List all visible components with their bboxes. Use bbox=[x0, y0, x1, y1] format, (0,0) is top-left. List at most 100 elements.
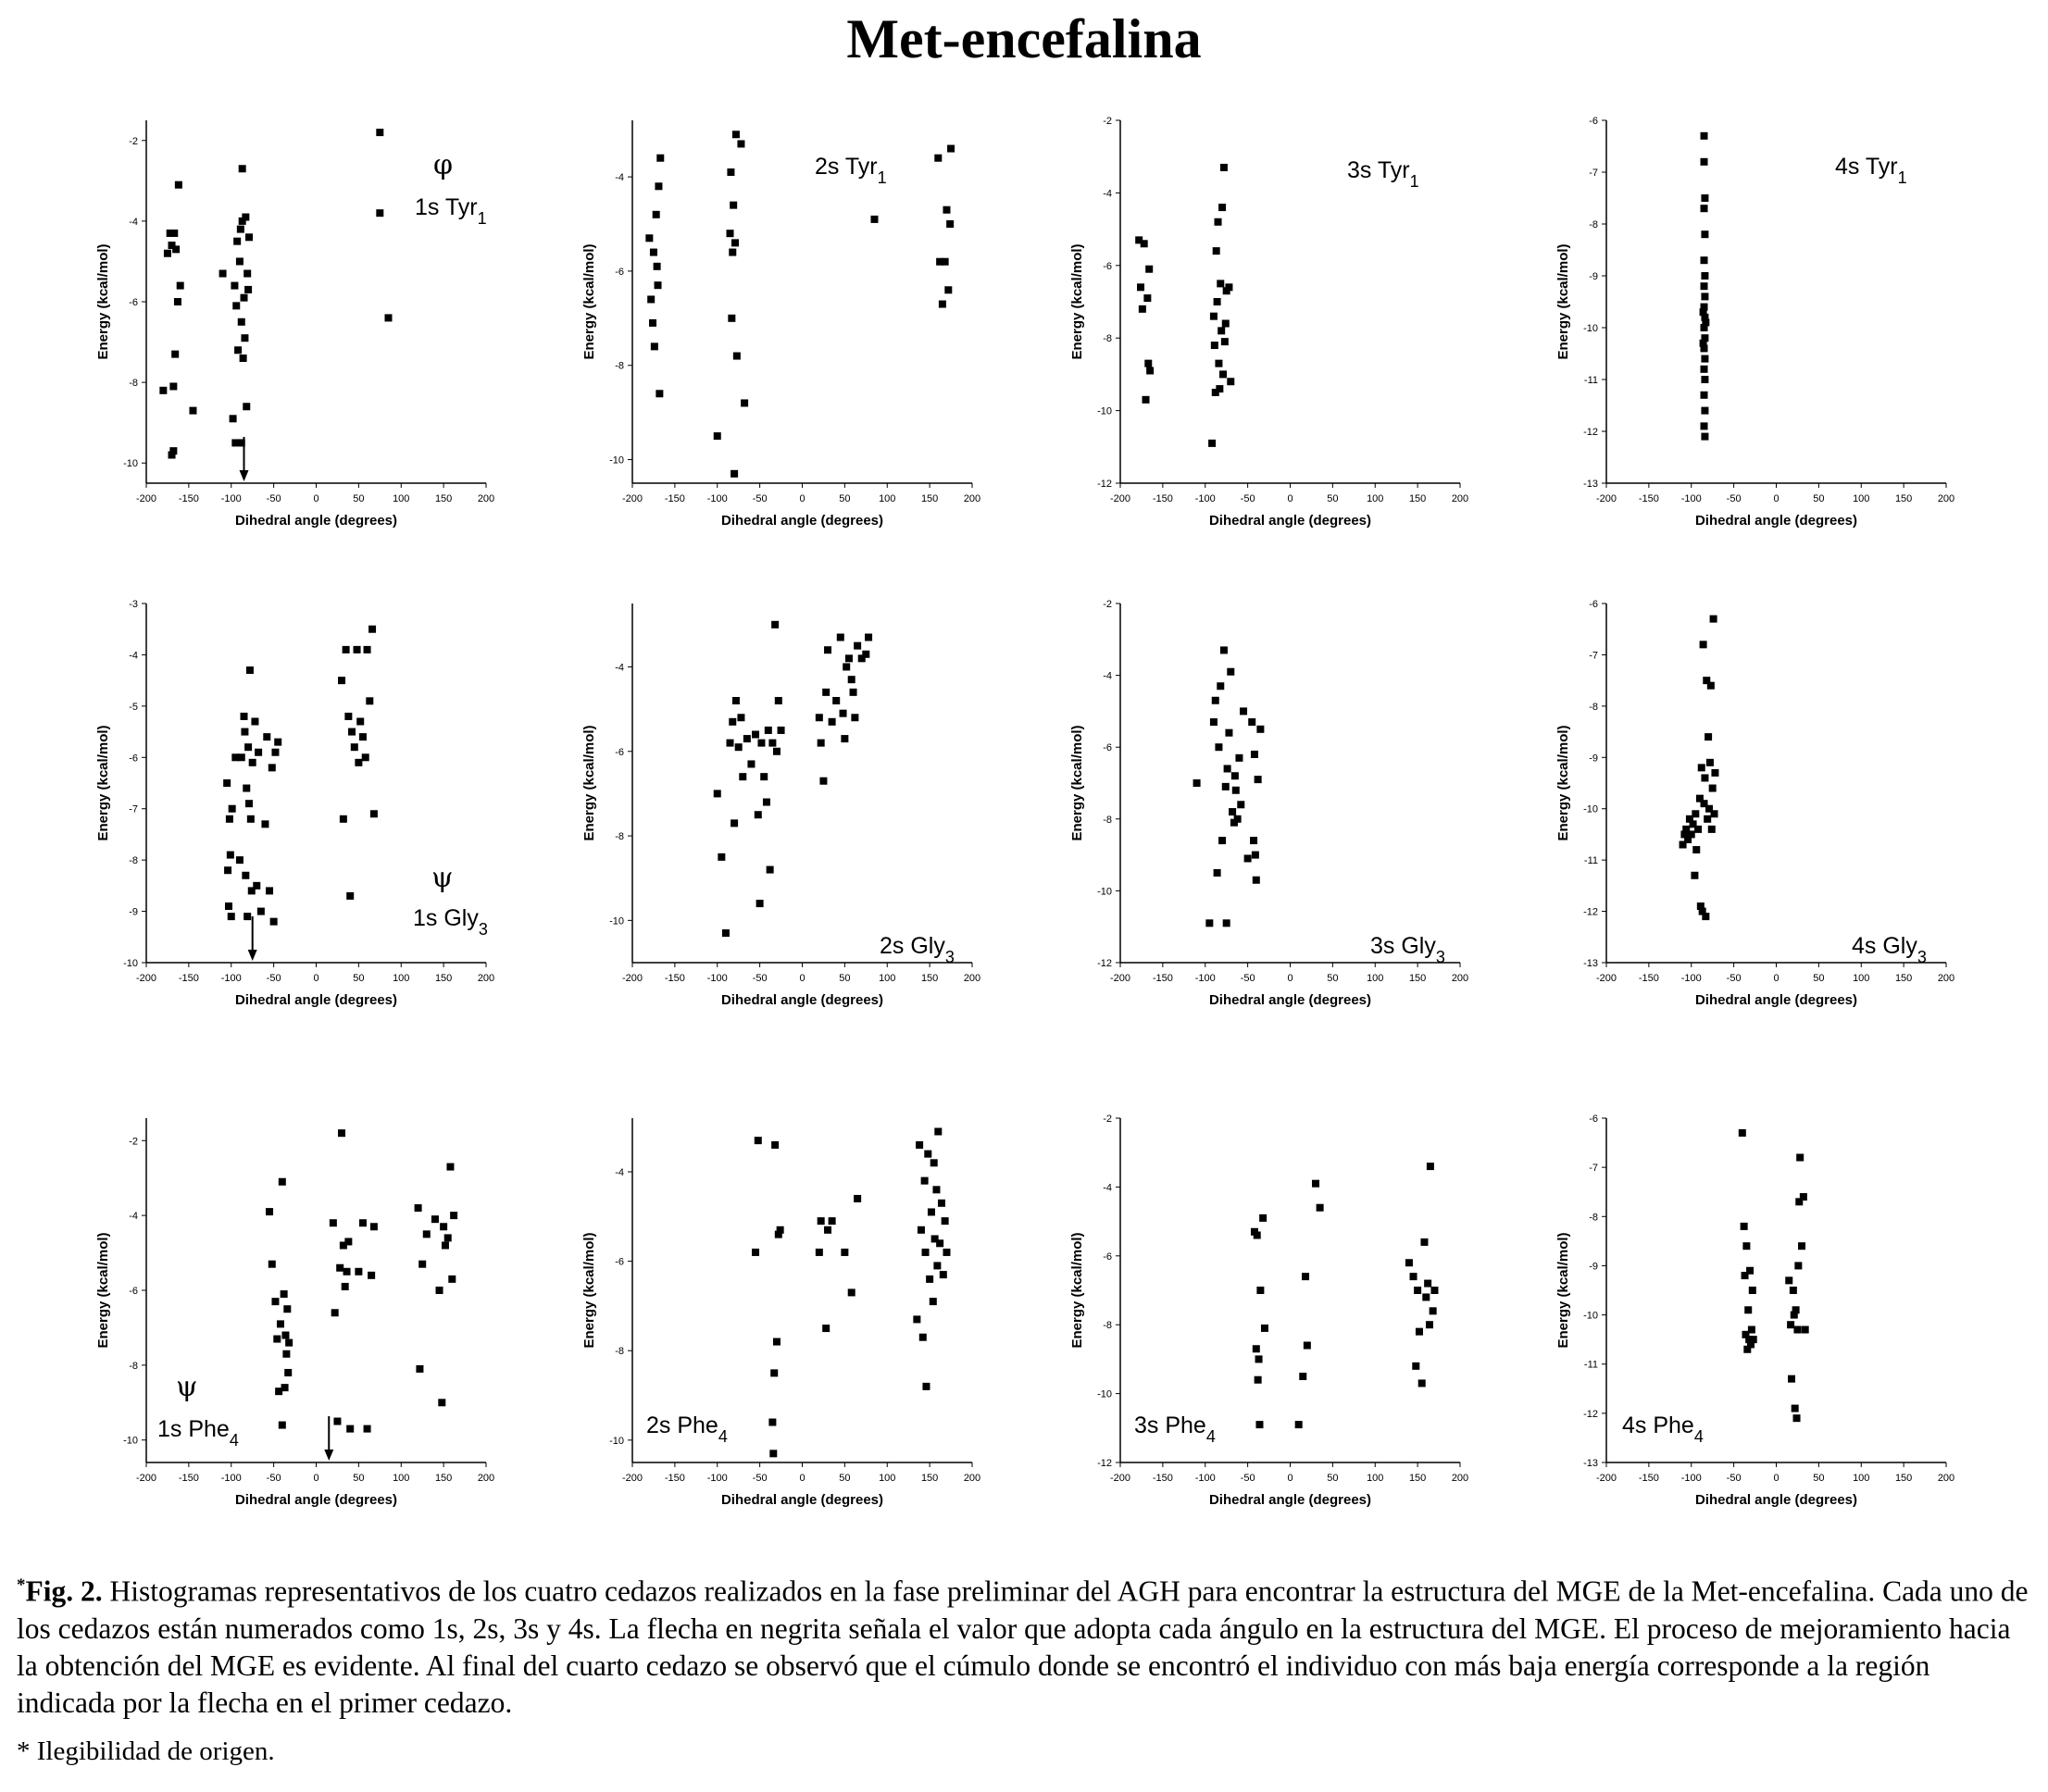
data-point bbox=[1744, 1306, 1753, 1314]
x-tick-label: -200 bbox=[622, 1473, 643, 1484]
data-point bbox=[269, 917, 278, 926]
data-point bbox=[739, 773, 747, 781]
data-point bbox=[1700, 205, 1708, 213]
x-axis-label: Dihedral angle (degrees) bbox=[1695, 1492, 1857, 1508]
data-point bbox=[261, 820, 269, 828]
x-tick-label: 0 bbox=[799, 1473, 805, 1484]
scatter-panel: -200 -150 -100 -50 0 50 100 150 200 -10 -8 -6 -4 Dihe… bbox=[581, 1118, 980, 1508]
data-point bbox=[1700, 256, 1708, 265]
data-point bbox=[930, 1235, 939, 1243]
data-point bbox=[361, 753, 369, 762]
data-point bbox=[416, 1364, 424, 1373]
scatter-panel: -200 -150 -100 -50 0 50 100 150 200 -13 -12 -11 -10 -… bbox=[1555, 1114, 1954, 1508]
data-point bbox=[766, 865, 774, 874]
y-tick-label: -10 bbox=[123, 958, 138, 969]
data-point bbox=[284, 1368, 293, 1376]
data-point bbox=[343, 1267, 351, 1276]
data-point bbox=[244, 913, 252, 921]
y-tick-label: -7 bbox=[1589, 1163, 1598, 1174]
data-point bbox=[255, 748, 263, 756]
y-tick-label: -7 bbox=[129, 804, 138, 815]
data-point bbox=[1299, 1373, 1307, 1380]
scatter-panel: -200 -150 -100 -50 0 50 100 150 200 -10 -8 -6 -4 -2 Di… bbox=[95, 1118, 494, 1508]
data-point bbox=[1700, 344, 1708, 353]
x-tick-label: -200 bbox=[136, 493, 156, 504]
data-point bbox=[173, 298, 181, 305]
x-tick-label: 0 bbox=[313, 973, 318, 984]
data-point bbox=[283, 1305, 292, 1313]
x-tick-label: 150 bbox=[921, 1473, 938, 1484]
data-point bbox=[348, 728, 356, 736]
data-point bbox=[1219, 163, 1228, 171]
data-point bbox=[1705, 804, 1714, 813]
y-tick-label: -4 bbox=[615, 662, 624, 673]
y-tick-label: -8 bbox=[615, 831, 624, 842]
y-tick-label: -10 bbox=[609, 455, 624, 467]
data-point bbox=[228, 804, 236, 813]
x-tick-label: 0 bbox=[1287, 1473, 1292, 1484]
scatter-panel: -200 -150 -100 -50 0 50 100 150 200 -12 -10 -8 -6 -4 -… bbox=[1069, 599, 1468, 1008]
data-point bbox=[731, 696, 740, 704]
data-point bbox=[1233, 815, 1242, 823]
data-point bbox=[1215, 359, 1223, 367]
data-point bbox=[1209, 718, 1218, 727]
y-tick-label: -7 bbox=[1589, 168, 1598, 179]
x-tick-label: -150 bbox=[1153, 493, 1173, 504]
y-tick-label: -12 bbox=[1583, 907, 1598, 918]
data-point bbox=[713, 432, 721, 441]
x-tick-label: 50 bbox=[1813, 1473, 1824, 1484]
data-point bbox=[234, 346, 243, 355]
data-point bbox=[338, 1129, 346, 1138]
data-point bbox=[169, 447, 178, 455]
data-point bbox=[1260, 1324, 1268, 1332]
y-tick-label: -13 bbox=[1583, 958, 1598, 969]
panel-label: 3s Gly3 bbox=[1370, 933, 1445, 966]
y-tick-label: -2 bbox=[1103, 599, 1112, 610]
data-point bbox=[930, 1159, 938, 1167]
data-point bbox=[278, 1177, 286, 1186]
data-point bbox=[1700, 324, 1708, 331]
data-point bbox=[772, 1338, 780, 1346]
y-tick-label: -6 bbox=[1103, 742, 1112, 753]
data-point bbox=[1255, 1421, 1264, 1429]
y-tick-label: -10 bbox=[1097, 886, 1112, 897]
y-tick-label: -7 bbox=[1589, 650, 1598, 661]
y-tick-label: -11 bbox=[1584, 1360, 1598, 1371]
x-tick-label: 0 bbox=[313, 1473, 318, 1484]
data-point bbox=[1699, 641, 1707, 649]
data-point bbox=[937, 1199, 945, 1207]
data-point bbox=[943, 205, 951, 214]
mge-arrow-head bbox=[239, 470, 249, 481]
data-point bbox=[174, 180, 182, 189]
mge-arrow-head bbox=[324, 1450, 334, 1461]
y-tick-label: -8 bbox=[129, 1361, 138, 1372]
data-point bbox=[355, 758, 363, 766]
data-point bbox=[1144, 359, 1153, 367]
data-point bbox=[1211, 389, 1219, 396]
y-tick-label: -4 bbox=[1103, 1182, 1112, 1193]
x-tick-label: -200 bbox=[136, 1473, 156, 1484]
x-tick-label: 200 bbox=[964, 493, 980, 504]
x-tick-label: 0 bbox=[313, 493, 318, 504]
x-tick-label: -150 bbox=[1153, 1473, 1173, 1484]
data-point bbox=[769, 1450, 778, 1458]
data-point bbox=[1140, 240, 1148, 248]
data-point bbox=[734, 743, 743, 752]
data-point bbox=[936, 257, 944, 266]
x-tick-label: -100 bbox=[1195, 1473, 1216, 1484]
data-point bbox=[236, 225, 244, 233]
x-tick-label: -150 bbox=[179, 493, 199, 504]
y-tick-label: -8 bbox=[615, 361, 624, 372]
x-tick-label: 200 bbox=[1938, 973, 1954, 984]
data-point bbox=[339, 815, 347, 823]
data-point bbox=[1237, 801, 1245, 809]
data-point bbox=[764, 726, 772, 734]
data-point bbox=[1256, 1287, 1265, 1294]
data-point bbox=[414, 1204, 422, 1213]
data-point bbox=[281, 1331, 290, 1339]
x-axis-label: Dihedral angle (degrees) bbox=[1695, 992, 1857, 1008]
data-point bbox=[1700, 422, 1708, 430]
x-tick-label: 200 bbox=[964, 973, 980, 984]
data-point bbox=[281, 1384, 289, 1392]
x-tick-label: -150 bbox=[1639, 1473, 1659, 1484]
